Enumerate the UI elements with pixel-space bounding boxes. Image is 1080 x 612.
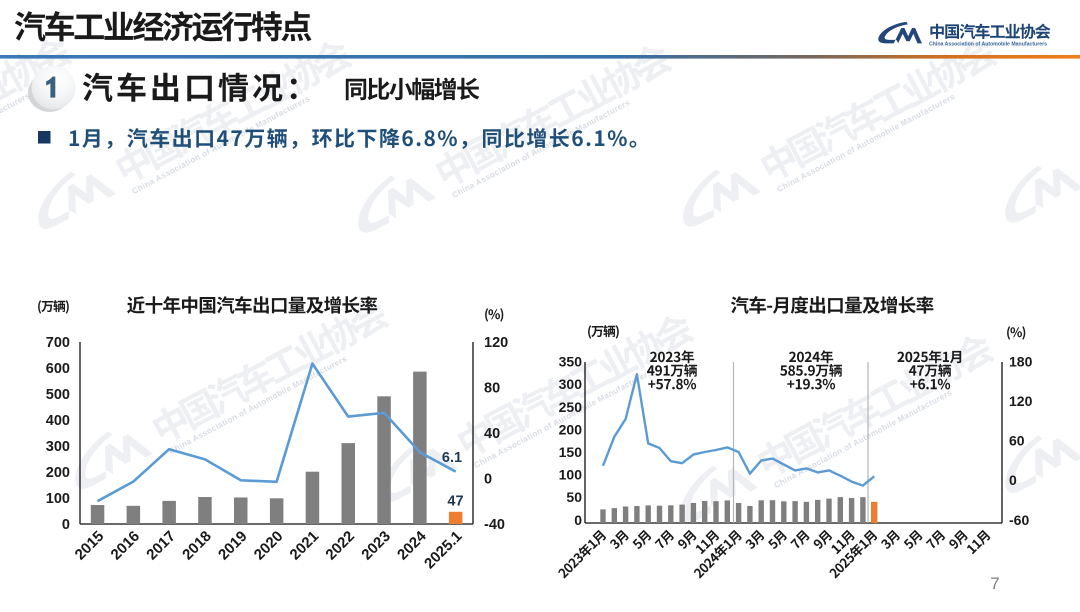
svg-text:600: 600 — [46, 361, 70, 377]
svg-text:China Association of Automobil: China Association of Automobile Manufact… — [929, 42, 1047, 48]
svg-text:300: 300 — [559, 376, 583, 392]
svg-text:350: 350 — [559, 354, 583, 370]
svg-text:47: 47 — [447, 494, 463, 510]
svg-text:-60: -60 — [1009, 512, 1029, 528]
svg-text:150: 150 — [559, 444, 583, 460]
svg-text:-40: -40 — [484, 517, 505, 533]
svg-text:250: 250 — [559, 399, 583, 415]
svg-text:80: 80 — [484, 381, 500, 397]
svg-text:400: 400 — [46, 413, 70, 429]
svg-text:200: 200 — [46, 465, 70, 481]
svg-text:40: 40 — [484, 426, 500, 442]
svg-text:6.1: 6.1 — [442, 450, 462, 466]
svg-text:500: 500 — [46, 387, 70, 403]
svg-text:0: 0 — [1009, 472, 1017, 488]
svg-text:0: 0 — [574, 512, 582, 528]
svg-text:300: 300 — [46, 439, 70, 455]
svg-text:700: 700 — [46, 335, 70, 351]
svg-text:50: 50 — [566, 489, 582, 505]
svg-text:120: 120 — [484, 335, 508, 351]
svg-text:200: 200 — [559, 421, 583, 437]
svg-text:60: 60 — [1009, 433, 1025, 449]
svg-text:7: 7 — [990, 574, 999, 593]
svg-text:180: 180 — [1009, 354, 1033, 370]
svg-text:100: 100 — [46, 491, 70, 507]
svg-text:100: 100 — [559, 467, 583, 483]
svg-text:0: 0 — [62, 517, 70, 533]
svg-text:0: 0 — [484, 472, 492, 488]
svg-text:120: 120 — [1009, 393, 1033, 409]
